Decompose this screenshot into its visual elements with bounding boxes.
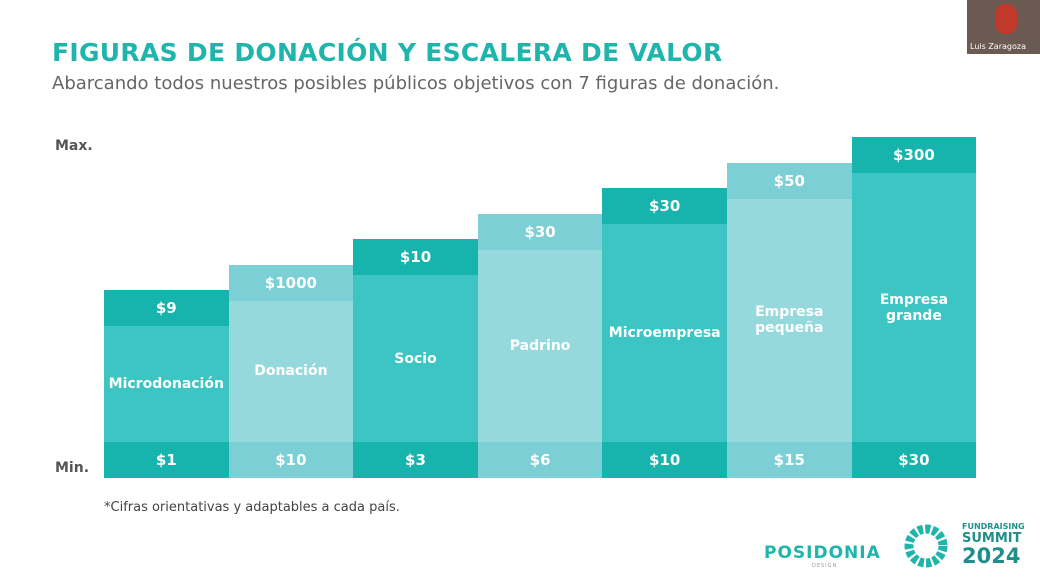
event-line2: SUMMIT	[962, 531, 1022, 546]
max-band: $1000	[228, 264, 354, 301]
event-line3: 2024	[962, 544, 1021, 568]
subtitle: Abarcando todos nuestros posibles públic…	[52, 73, 780, 94]
axis-max: Max.	[55, 138, 93, 154]
title: FIGURAS DE DONACIÓN Y ESCALERA DE VALOR	[52, 38, 723, 67]
min-band: $1	[104, 442, 229, 478]
min-band: $15	[727, 442, 852, 478]
max-band: $50	[727, 162, 852, 199]
column-label: Microdonación	[104, 326, 229, 442]
column-label: Empresa pequeña	[727, 198, 852, 442]
footnote: *Cifras orientativas y adaptables a cada…	[104, 500, 400, 515]
max-band: $10	[353, 239, 478, 275]
event-icon	[904, 524, 948, 568]
webcam-name: Luis Zaragoza	[970, 42, 1026, 51]
max-band: $9	[104, 290, 229, 326]
column-label: Empresa grande	[851, 173, 977, 442]
column-label: Microempresa	[602, 224, 727, 442]
min-band: $10	[228, 442, 354, 478]
min-band: $30	[851, 442, 977, 478]
max-band: $300	[851, 137, 977, 173]
webcam-person	[995, 4, 1017, 34]
brand-sub: DESIGN	[812, 563, 838, 569]
column-label: Donación	[228, 300, 354, 442]
min-band: $6	[477, 442, 603, 478]
max-band: $30	[602, 188, 727, 224]
column-label: Socio	[353, 275, 478, 442]
event-line1: FUNDRAISING	[962, 522, 1025, 531]
min-band: $10	[602, 442, 727, 478]
max-band: $30	[477, 213, 603, 250]
brand-logo: POSIDONIA	[764, 543, 881, 563]
min-band: $3	[353, 442, 478, 478]
column-label: Padrino	[477, 249, 603, 442]
webcam: Luis Zaragoza	[967, 0, 1040, 54]
axis-min: Min.	[55, 460, 90, 476]
